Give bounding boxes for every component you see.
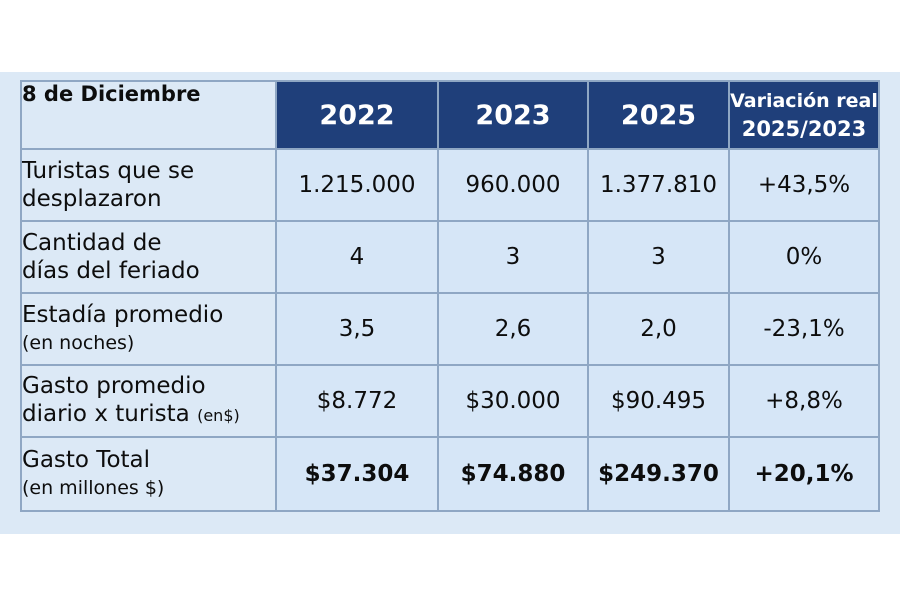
table-cell: 1.377.810 bbox=[587, 148, 730, 222]
row-label-line1: Gasto promedio bbox=[22, 373, 206, 399]
row-label-line2-text: diario x turista bbox=[22, 401, 190, 427]
table-row: Gasto Total (en millones $) $37.304 $74.… bbox=[20, 436, 880, 512]
corner-label: 8 de Diciembre bbox=[20, 80, 277, 150]
variation-header-line2: 2025/2023 bbox=[741, 117, 867, 141]
row-label-line1: Estadía promedio bbox=[22, 302, 224, 328]
row-label-line2: desplazaron bbox=[22, 186, 162, 212]
table-cell: 3,5 bbox=[275, 292, 439, 366]
table-cell: 3 bbox=[437, 220, 589, 294]
table-cell: $8.772 bbox=[275, 364, 439, 438]
row-label-line2: (en millones $) bbox=[22, 477, 165, 499]
table-cell: 2,6 bbox=[437, 292, 589, 366]
table-cell: 4 bbox=[275, 220, 439, 294]
table-cell: $249.370 bbox=[587, 436, 730, 512]
row-label-line1: Turistas que se bbox=[22, 158, 195, 184]
row-label: Estadía promedio (en noches) bbox=[20, 292, 277, 366]
table-row: Turistas que se desplazaron 1.215.000 96… bbox=[20, 148, 880, 222]
variation-cell: +20,1% bbox=[728, 436, 880, 512]
variation-cell: 0% bbox=[728, 220, 880, 294]
variation-header-line1: Variación real bbox=[730, 90, 878, 112]
table-row: Cantidad de días del feriado 4 3 3 0% bbox=[20, 220, 880, 294]
row-label-line1: Cantidad de bbox=[22, 230, 162, 256]
table-cell: $90.495 bbox=[587, 364, 730, 438]
variation-cell: +8,8% bbox=[728, 364, 880, 438]
table-header-row: 8 de Diciembre 2022 2023 2025 Variación … bbox=[20, 80, 880, 150]
table-cell: 3 bbox=[587, 220, 730, 294]
column-header-2025: 2025 bbox=[587, 80, 730, 150]
table-cell: $37.304 bbox=[275, 436, 439, 512]
row-label: Gasto Total (en millones $) bbox=[20, 436, 277, 512]
row-label: Turistas que se desplazaron bbox=[20, 148, 277, 222]
column-header-2023: 2023 bbox=[437, 80, 589, 150]
column-header-variation: Variación real 2025/2023 bbox=[728, 80, 880, 150]
row-label-unit: (en$) bbox=[197, 406, 240, 425]
row-label-line2: días del feriado bbox=[22, 258, 200, 284]
table-row: Estadía promedio (en noches) 3,5 2,6 2,0… bbox=[20, 292, 880, 366]
table-cell: 960.000 bbox=[437, 148, 589, 222]
table-cell: $74.880 bbox=[437, 436, 589, 512]
table-cell: $30.000 bbox=[437, 364, 589, 438]
row-label: Cantidad de días del feriado bbox=[20, 220, 277, 294]
variation-cell: +43,5% bbox=[728, 148, 880, 222]
row-label-line2: (en noches) bbox=[22, 332, 135, 354]
column-header-2022: 2022 bbox=[275, 80, 439, 150]
row-label-line1: Gasto Total bbox=[22, 447, 151, 473]
row-label: Gasto promedio diario x turista (en$) bbox=[20, 364, 277, 438]
table-row: Gasto promedio diario x turista (en$) $8… bbox=[20, 364, 880, 438]
variation-cell: -23,1% bbox=[728, 292, 880, 366]
holiday-tourism-table: 8 de Diciembre 2022 2023 2025 Variación … bbox=[20, 80, 880, 512]
table-cell: 1.215.000 bbox=[275, 148, 439, 222]
row-label-line2: diario x turista (en$) bbox=[22, 400, 275, 430]
table-cell: 2,0 bbox=[587, 292, 730, 366]
